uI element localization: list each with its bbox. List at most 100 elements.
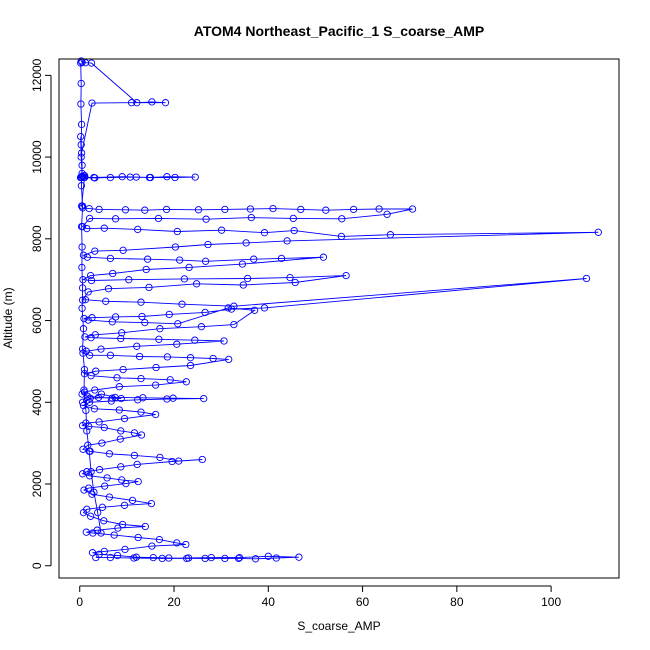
- data-point: [582, 274, 591, 283]
- data-point: [269, 204, 277, 213]
- data-point: [168, 457, 176, 466]
- data-point: [98, 503, 107, 511]
- data-point: [107, 397, 115, 405]
- data-point: [234, 554, 243, 563]
- data-point: [154, 214, 163, 223]
- data-point: [115, 383, 123, 391]
- data-point: [142, 265, 150, 274]
- data-point: [87, 468, 95, 476]
- x-tick-label: 100: [541, 595, 561, 609]
- data-point: [77, 79, 85, 88]
- data-point: [97, 390, 106, 398]
- data-point: [92, 553, 100, 562]
- data-point: [290, 226, 298, 235]
- data-point: [243, 274, 252, 283]
- data-point: [217, 226, 226, 234]
- data-point: [95, 418, 103, 426]
- data-point: [194, 206, 203, 214]
- data-point: [86, 271, 95, 280]
- data-point: [137, 374, 145, 383]
- data-point: [238, 260, 247, 268]
- data-point: [77, 100, 85, 108]
- data-point: [100, 423, 108, 432]
- data-point: [151, 410, 160, 419]
- data-point: [180, 275, 189, 283]
- data-point: [84, 288, 92, 296]
- data-point: [156, 453, 164, 462]
- data-point: [174, 320, 182, 328]
- data-point: [235, 553, 244, 562]
- data-point: [141, 522, 149, 531]
- data-point: [78, 398, 87, 406]
- x-tick-label: 80: [450, 595, 464, 609]
- data-point: [85, 398, 94, 406]
- data-point: [147, 499, 156, 508]
- data-point: [84, 316, 92, 324]
- data-point: [163, 353, 172, 361]
- data-point: [79, 325, 88, 333]
- data-point: [91, 247, 99, 255]
- data-point: [78, 243, 86, 251]
- data-point: [79, 251, 88, 259]
- data-point: [198, 455, 206, 464]
- data-point: [94, 508, 102, 517]
- data-point: [88, 549, 97, 557]
- data-point: [105, 450, 114, 458]
- data-point: [155, 335, 163, 343]
- data-point: [89, 529, 97, 537]
- data-series: [77, 57, 602, 563]
- data-point: [118, 520, 127, 529]
- data-point: [221, 205, 229, 214]
- data-point: [88, 99, 96, 107]
- data-point: [133, 99, 141, 107]
- data-point: [152, 363, 160, 372]
- data-point: [200, 394, 208, 403]
- data-point: [78, 263, 86, 272]
- data-point: [155, 535, 164, 544]
- data-point: [114, 524, 122, 532]
- data-point: [143, 255, 152, 263]
- data-point: [141, 318, 149, 327]
- data-point: [80, 386, 88, 394]
- data-point: [86, 512, 95, 520]
- data-point: [134, 533, 142, 542]
- data-point: [90, 488, 98, 496]
- data-point: [286, 273, 294, 282]
- data-point: [120, 501, 129, 509]
- y-tick-label: 2000: [30, 470, 44, 497]
- data-point: [113, 374, 121, 382]
- data-point: [156, 325, 164, 333]
- data-point: [221, 554, 229, 563]
- data-point: [83, 224, 91, 233]
- data-point: [125, 276, 133, 284]
- data-point: [182, 378, 190, 386]
- data-point: [118, 329, 126, 337]
- data-point: [264, 552, 272, 560]
- data-point: [88, 490, 96, 498]
- data-point: [78, 390, 86, 398]
- data-point: [86, 394, 94, 402]
- data-point: [135, 352, 144, 361]
- data-point: [338, 215, 346, 223]
- data-point: [95, 205, 103, 214]
- data-point: [87, 334, 95, 342]
- x-axis-label: S_coarse_AMP: [297, 619, 380, 633]
- data-point: [227, 305, 236, 313]
- data-point: [337, 232, 346, 241]
- data-point: [173, 227, 181, 236]
- x-tick-label: 20: [167, 595, 181, 609]
- data-point: [78, 161, 86, 169]
- data-point: [77, 120, 86, 129]
- data-point: [246, 205, 255, 213]
- data-point: [594, 228, 602, 236]
- data-point: [178, 300, 186, 308]
- data-point: [137, 298, 145, 306]
- x-tick-label: 0: [76, 595, 83, 609]
- data-point: [260, 229, 269, 237]
- data-point: [121, 206, 130, 214]
- data-point: [383, 210, 391, 218]
- x-tick-label: 60: [356, 595, 370, 609]
- data-point: [158, 554, 166, 563]
- plot-frame: [58, 58, 620, 579]
